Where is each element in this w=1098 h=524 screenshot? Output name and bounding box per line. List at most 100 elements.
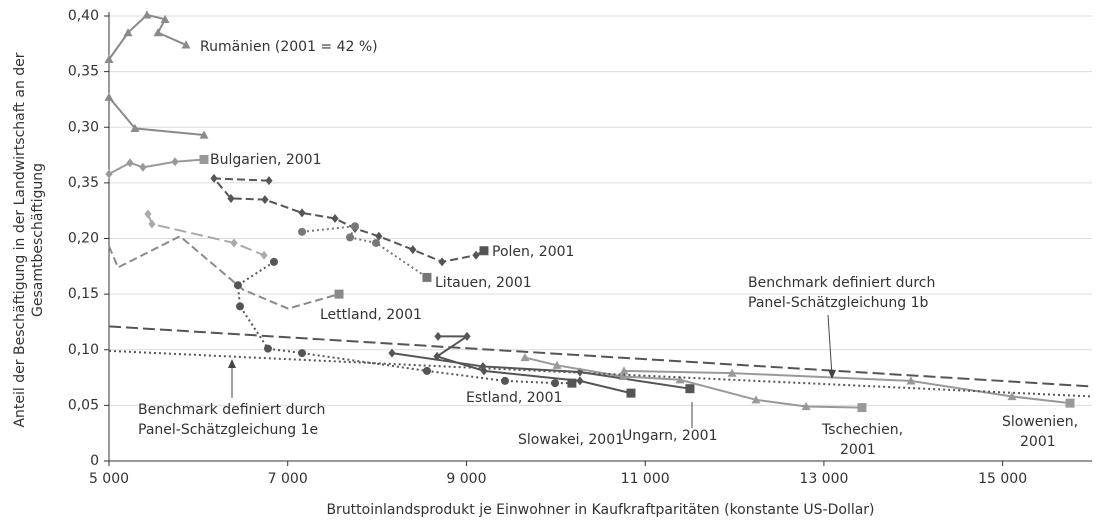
y-tick-label: 0,30	[68, 119, 99, 135]
x-tick-label: 9 000	[446, 471, 486, 487]
point	[105, 169, 113, 179]
point	[567, 378, 577, 388]
point	[260, 250, 268, 260]
point	[675, 375, 685, 384]
series-line	[391, 352, 691, 390]
point	[269, 257, 278, 266]
point	[906, 376, 916, 385]
arrow-head	[228, 359, 236, 368]
series-line	[108, 158, 205, 175]
point	[144, 209, 152, 219]
x-tick-label: 13 000	[799, 471, 848, 487]
point	[233, 281, 242, 290]
point	[857, 403, 867, 413]
point	[199, 130, 209, 139]
series-label: Slowenien,	[1002, 414, 1078, 430]
point	[123, 28, 133, 37]
series-line	[301, 225, 428, 279]
y-tick-label: 0,35	[68, 175, 99, 191]
series-label: Litauen, 2001	[435, 275, 532, 291]
point	[422, 366, 431, 375]
point	[480, 366, 488, 376]
point	[551, 379, 560, 388]
series-label: Polen, 2001	[492, 244, 574, 260]
series-label: Estland, 2001	[466, 390, 562, 406]
x-axis-title: Bruttoinlandsprodukt je Einwohner in Kau…	[326, 502, 874, 518]
series-label: Tschechien,	[821, 422, 903, 438]
point	[148, 219, 156, 229]
point	[463, 331, 471, 341]
point	[263, 344, 272, 353]
y-tick-label: 0	[90, 453, 99, 469]
y-tick-label: 0,05	[68, 397, 99, 413]
x-tick-label: 11 000	[621, 471, 670, 487]
series-label: 2001	[1020, 434, 1056, 450]
series-label: Slowakei, 2001	[518, 432, 624, 448]
point	[434, 331, 442, 341]
point	[298, 208, 306, 218]
point	[520, 353, 530, 362]
point	[298, 349, 307, 358]
point	[126, 158, 134, 168]
point	[331, 213, 339, 223]
point	[618, 371, 628, 381]
series-label: Panel-Schätzgleichung 1e	[138, 422, 318, 438]
point	[801, 401, 811, 411]
point	[727, 368, 737, 377]
arrow-head	[828, 370, 836, 379]
point	[552, 360, 562, 369]
point	[438, 257, 446, 267]
point	[139, 162, 147, 172]
point	[472, 250, 480, 260]
series-label: Benchmark definiert durch	[748, 275, 935, 291]
point	[1007, 391, 1017, 401]
point	[388, 348, 396, 358]
point	[210, 173, 218, 183]
y-tick-label: 0,10	[68, 342, 99, 358]
point	[576, 376, 584, 386]
point	[685, 384, 695, 394]
x-tick-label: 15 000	[978, 471, 1027, 487]
point	[479, 246, 489, 256]
arrow	[827, 314, 833, 377]
series-line	[108, 325, 1093, 388]
x-tick-label: 5 000	[89, 471, 129, 487]
series-line	[108, 349, 1093, 398]
point	[104, 92, 114, 101]
point	[153, 28, 163, 37]
series-line	[211, 177, 485, 263]
point	[375, 231, 383, 241]
point	[199, 155, 209, 165]
point	[409, 245, 417, 255]
series-line	[108, 96, 205, 137]
series-label: Panel-Schätzgleichung 1b	[748, 295, 929, 311]
series-label: Bulgarien, 2001	[210, 152, 322, 168]
point	[227, 193, 235, 203]
y-tick-label: 0,35	[68, 64, 99, 80]
series-line	[147, 213, 265, 257]
series-line	[236, 261, 572, 385]
point	[230, 238, 238, 248]
series-label: Lettland, 2001	[320, 307, 422, 323]
point	[171, 157, 179, 167]
point	[751, 395, 761, 404]
point	[346, 233, 355, 242]
point	[265, 176, 273, 186]
point	[351, 222, 360, 231]
point	[372, 238, 381, 247]
x-tick-label: 7 000	[268, 471, 308, 487]
series-label: Ungarn, 2001	[622, 428, 718, 444]
point	[104, 54, 114, 63]
point	[160, 14, 170, 23]
point	[334, 289, 344, 299]
point	[1065, 398, 1075, 408]
point	[626, 388, 636, 398]
y-tick-label: 0,15	[68, 286, 99, 302]
point	[236, 302, 245, 311]
y-axis-title: Anteil der Beschäftigung in der Landwirt…	[12, 52, 28, 427]
point	[422, 272, 432, 282]
series-label: Rumänien (2001 = 42 %)	[200, 39, 378, 55]
point	[142, 10, 152, 19]
point	[261, 195, 269, 205]
point	[130, 123, 140, 132]
